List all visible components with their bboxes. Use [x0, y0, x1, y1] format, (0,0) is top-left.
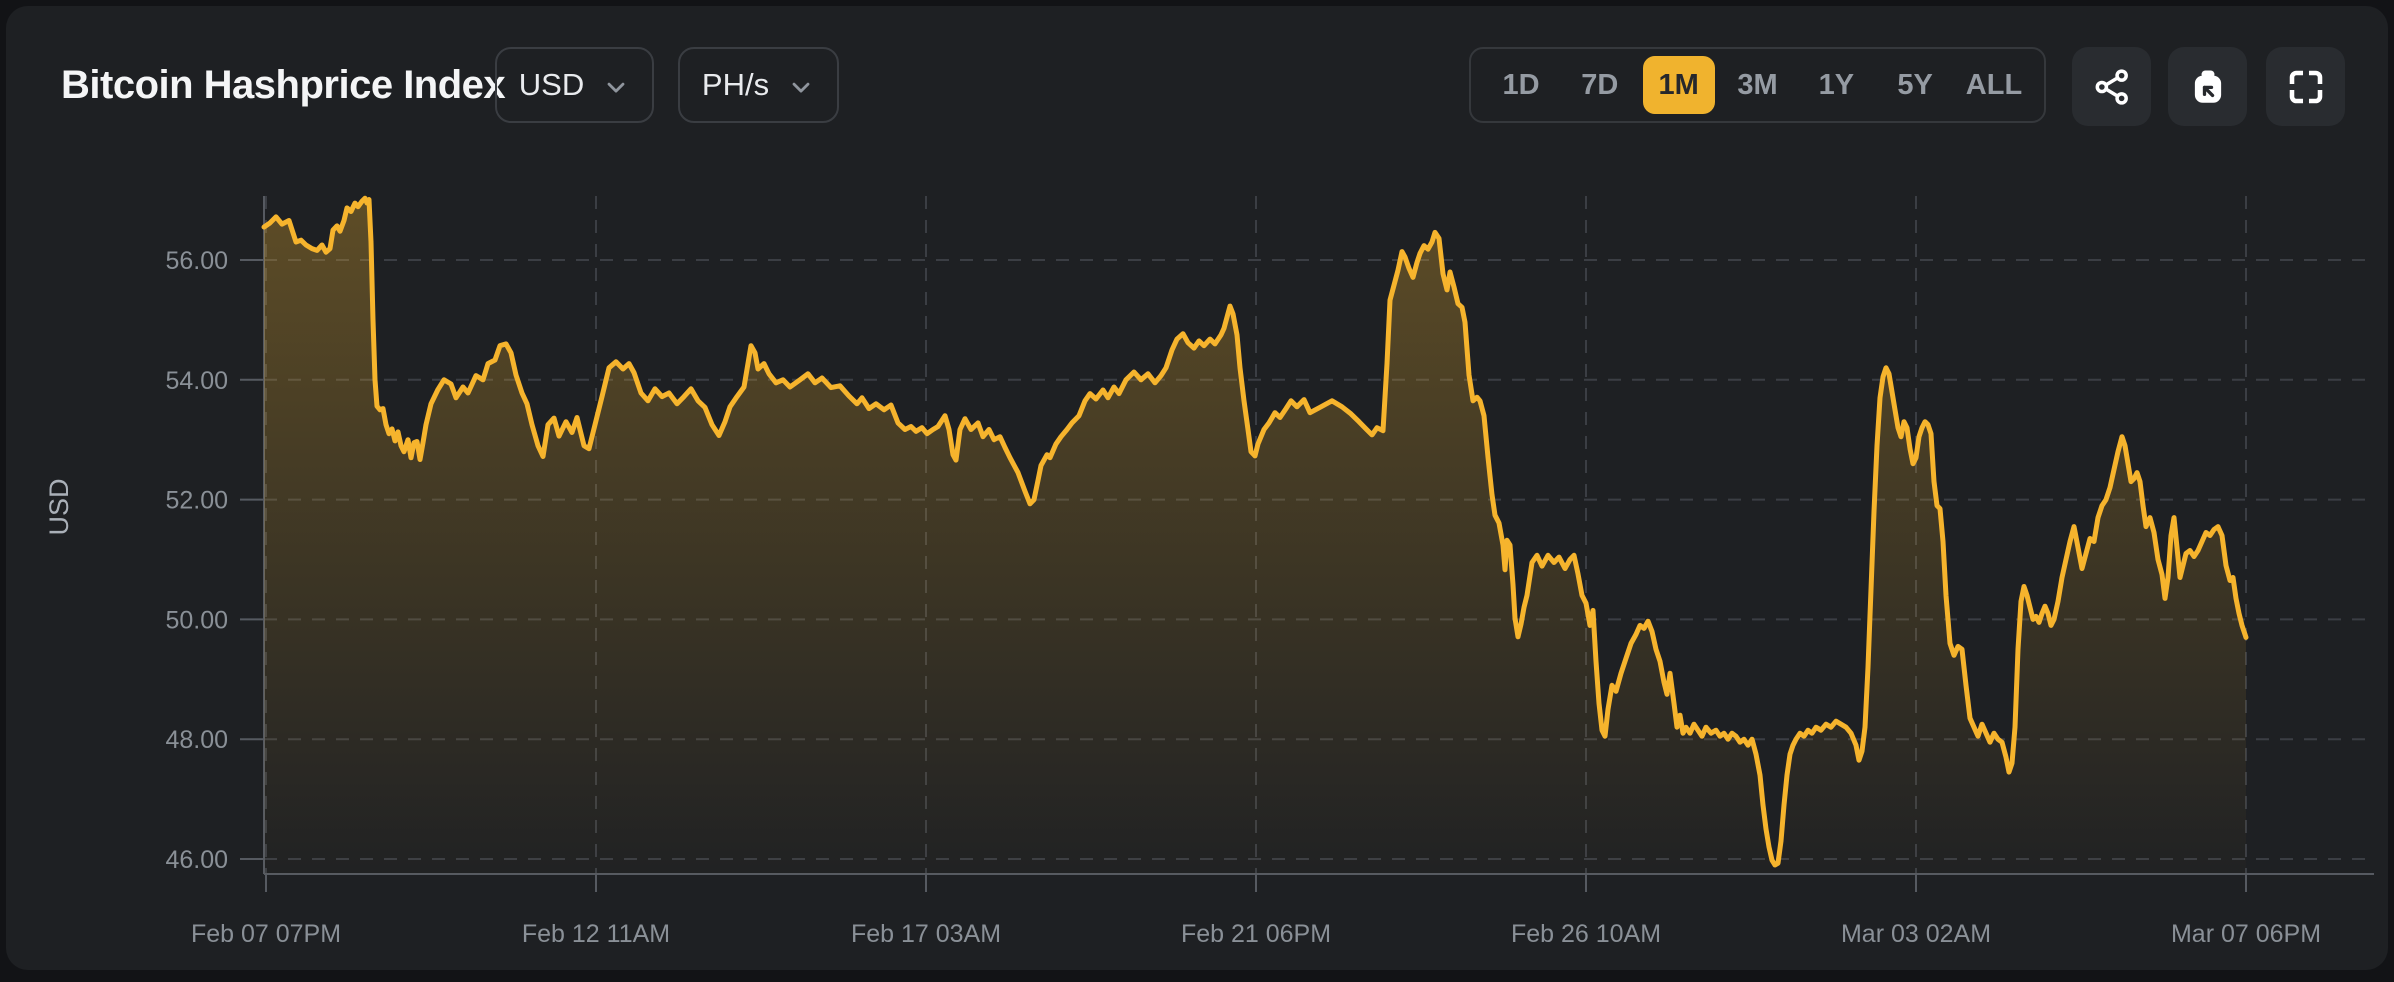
x-axis-tick-label: Mar 07 06PM — [2171, 920, 2321, 948]
y-axis-tick-label: 50.00 — [165, 606, 228, 634]
y-axis-tick-label: 48.00 — [165, 726, 228, 754]
x-axis-tick-label: Feb 17 03AM — [851, 920, 1001, 948]
x-axis-tick-label: Feb 07 07PM — [191, 920, 341, 948]
hashprice-area-chart[interactable]: 56.00 54.00 52.00 50.00 48.00 46.00 Feb 07 07P… — [6, 6, 2394, 982]
y-axis-tick-label: 46.00 — [165, 846, 228, 874]
x-axis-tick-label: Feb 12 11AM — [522, 920, 670, 948]
x-axis-tick-label: Feb 26 10AM — [1511, 920, 1661, 948]
y-axis-tick-label: 56.00 — [165, 247, 228, 275]
x-axis-tick-label: Feb 21 06PM — [1181, 920, 1331, 948]
y-axis-tick-label: 54.00 — [165, 367, 228, 395]
x-axis-tick-label: Mar 03 02AM — [1841, 920, 1991, 948]
y-axis-tick-label: 52.00 — [165, 487, 228, 515]
y-axis-title: USD — [44, 478, 74, 535]
